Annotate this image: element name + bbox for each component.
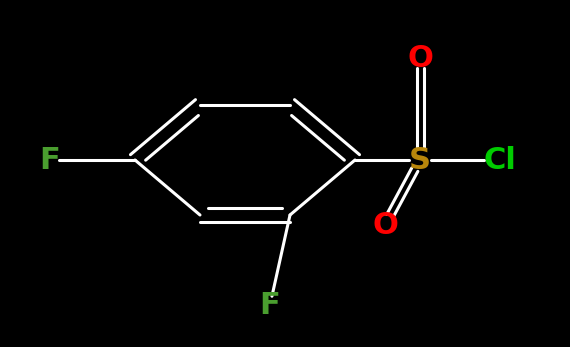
Text: O: O [407, 43, 433, 73]
Text: Cl: Cl [483, 145, 516, 175]
Text: F: F [40, 145, 60, 175]
Text: F: F [259, 290, 280, 320]
Text: O: O [372, 211, 398, 239]
Text: S: S [409, 145, 431, 175]
